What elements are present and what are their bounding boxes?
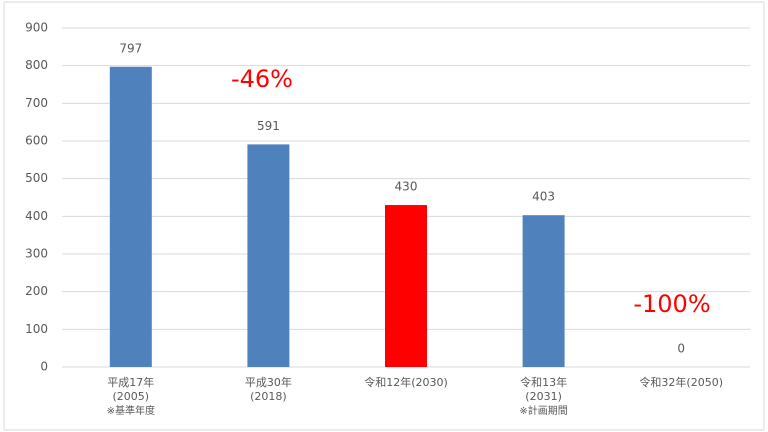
value-label: 591 [257, 119, 280, 133]
y-tick-label: 200 [25, 284, 48, 298]
category-note: ※基準年度 [107, 404, 155, 417]
x-tick-label: 令和12年(2030) [364, 375, 448, 389]
bar [109, 66, 152, 368]
y-tick-label: 700 [25, 96, 48, 110]
y-tick-label: 800 [25, 58, 48, 72]
x-tick-label: 令和32年(2050) [639, 375, 723, 389]
y-tick-label: 100 [25, 322, 48, 336]
x-tick-label: (2031) [525, 390, 562, 403]
value-label: 403 [532, 190, 555, 204]
x-tick-label: (2018) [250, 390, 287, 403]
y-tick-label: 500 [25, 171, 48, 185]
bar [385, 205, 427, 367]
x-tick-label: 平成30年 [245, 375, 292, 389]
annotation: -100% [633, 290, 710, 318]
x-tick-label: (2005) [113, 390, 150, 403]
value-label: 430 [395, 180, 418, 194]
y-tick-label: 300 [25, 247, 48, 261]
value-label: 0 [677, 342, 685, 356]
x-tick-label: 平成17年 [107, 375, 154, 389]
x-tick-label: 令和13年 [520, 375, 567, 389]
y-tick-label: 600 [25, 134, 48, 148]
y-tick-label: 900 [25, 21, 48, 35]
y-tick-label: 400 [25, 209, 48, 223]
annotation: -46% [231, 65, 293, 93]
bar [522, 215, 565, 367]
value-label: 797 [119, 41, 142, 55]
y-tick-label: 0 [40, 360, 48, 374]
bar [247, 144, 290, 367]
category-note: ※計画期間 [519, 404, 567, 417]
